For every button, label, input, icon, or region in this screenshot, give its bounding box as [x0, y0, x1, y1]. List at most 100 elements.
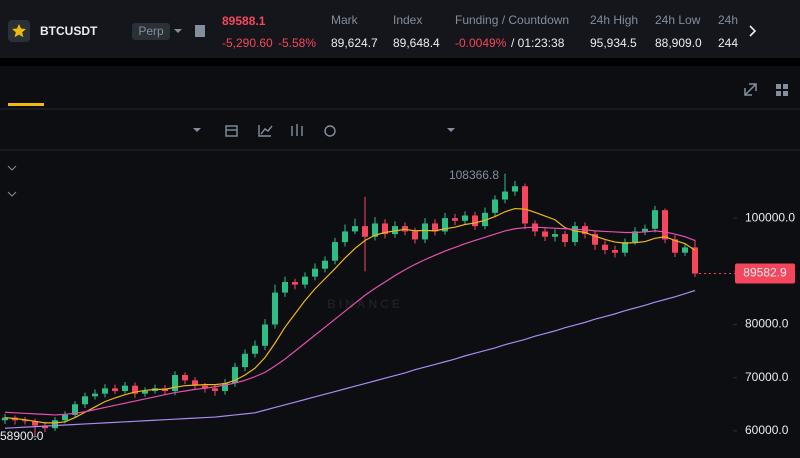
candle-body — [192, 380, 198, 386]
candle-body — [182, 375, 188, 381]
candle-body — [392, 226, 398, 235]
price-type[interactable]: Last Price — [388, 123, 442, 137]
last-price: 89588.1 — [222, 14, 266, 28]
candle-body — [302, 276, 308, 285]
candle-body — [232, 367, 238, 384]
legend-label: Open: — [92, 160, 125, 174]
candle-body — [112, 388, 118, 391]
candle-body — [92, 393, 98, 397]
stat-label: 24h High — [590, 13, 638, 27]
tab[interactable]: Chart — [8, 84, 39, 98]
ma-line — [4, 226, 696, 416]
candle-body — [632, 231, 638, 243]
tab[interactable]: Trading Data — [105, 84, 174, 98]
change-percent: -5.58% — [278, 36, 316, 50]
candle-body — [642, 228, 648, 232]
candle-body — [612, 250, 618, 253]
candle-body — [432, 223, 438, 232]
view[interactable]: Depth — [762, 123, 794, 137]
price-tag — [735, 263, 795, 284]
candle-body — [492, 199, 498, 213]
stat-label: Mark — [331, 13, 359, 27]
candle-body — [422, 223, 428, 240]
interval[interactable]: 15m — [48, 123, 71, 137]
ma-line — [4, 289, 696, 429]
legend-value: -5.16% — [511, 160, 549, 174]
candle-body — [442, 218, 448, 232]
legend-label: High: — [185, 160, 213, 174]
candle-body — [412, 231, 418, 240]
candle-body — [62, 414, 68, 421]
legend-value: 94499.9 — [148, 160, 192, 174]
symbol: BTCUSDT — [40, 24, 98, 38]
tab-indicator — [8, 103, 44, 106]
candle-body — [552, 234, 558, 237]
legend-value: 7.43% — [636, 160, 670, 174]
header-bar — [0, 0, 800, 62]
candle-body — [602, 244, 608, 251]
candle-body — [272, 292, 278, 325]
fullscreen[interactable] — [744, 83, 757, 96]
legend-label: Close: — [357, 160, 391, 174]
candle-body — [542, 231, 548, 237]
legend-label: Low: — [273, 160, 298, 174]
candle-body — [132, 385, 138, 394]
ma-label: MA(7): — [24, 186, 60, 200]
candle-body — [202, 385, 208, 389]
candle-body — [352, 226, 358, 232]
candle-body — [252, 345, 258, 354]
candle-body — [22, 420, 28, 422]
candle-body — [342, 231, 348, 243]
interval[interactable]: 1W — [159, 123, 178, 137]
stat-label: Funding / Countdown — [455, 13, 569, 27]
candle-body — [72, 404, 78, 415]
candle-body — [452, 218, 458, 221]
ma-value: 86395.1 — [270, 186, 314, 200]
view[interactable]: Original — [612, 123, 653, 137]
candle-body — [282, 281, 288, 293]
candle-body — [662, 210, 668, 240]
view[interactable]: Trading View — [672, 123, 742, 137]
candle-body — [502, 191, 508, 200]
candle-body — [382, 223, 388, 235]
candle-body — [512, 186, 518, 192]
candle-body — [142, 390, 148, 394]
candle-body — [482, 212, 488, 227]
scroll-right[interactable] — [749, 25, 757, 37]
legend-value: 88909.0 — [307, 160, 351, 174]
candle-body — [652, 210, 658, 229]
tool-icons[interactable] — [193, 124, 455, 137]
candle-body — [222, 383, 228, 391]
y-tick-label: 80000.0 — [745, 317, 789, 331]
stat-label: Index — [393, 13, 422, 27]
tab[interactable]: Info — [61, 84, 81, 98]
stat-value: 95,934.5 — [590, 36, 637, 50]
candle-body — [592, 234, 598, 245]
interval[interactable]: 1D — [133, 123, 149, 137]
stat-value: -0.0049% — [455, 36, 507, 50]
candle-body — [312, 268, 318, 277]
legend-value: 95934.5 — [222, 160, 266, 174]
candle-body — [372, 223, 378, 237]
y-tick-label: 70000.0 — [745, 370, 789, 384]
text-layer: BTCUSDT Perp 89588.1 -5,290.60 -5.58% Mark 89,… — [8, 13, 794, 200]
ma-label: MA(25): — [118, 186, 161, 200]
watermark: BINANCE — [327, 297, 403, 311]
contract: Perp — [138, 24, 164, 38]
candle-body — [102, 388, 108, 394]
ma-label: MA(99): — [220, 186, 263, 200]
candle-body — [522, 186, 528, 224]
candle-body — [672, 239, 678, 253]
candle-body — [332, 242, 338, 261]
interval[interactable]: 1H — [82, 123, 97, 137]
candle-body — [472, 215, 478, 227]
candle-body — [622, 242, 628, 253]
ma-value: 93965.9 — [68, 186, 112, 200]
legend-label: AMPLITUDE: — [556, 160, 628, 174]
interval[interactable]: 4H — [107, 123, 122, 137]
ma-line — [4, 207, 696, 424]
layout-icon[interactable] — [776, 84, 788, 96]
y-tick-label: 60000.0 — [745, 423, 789, 437]
price-tag-label: 89582.9 — [743, 266, 787, 280]
